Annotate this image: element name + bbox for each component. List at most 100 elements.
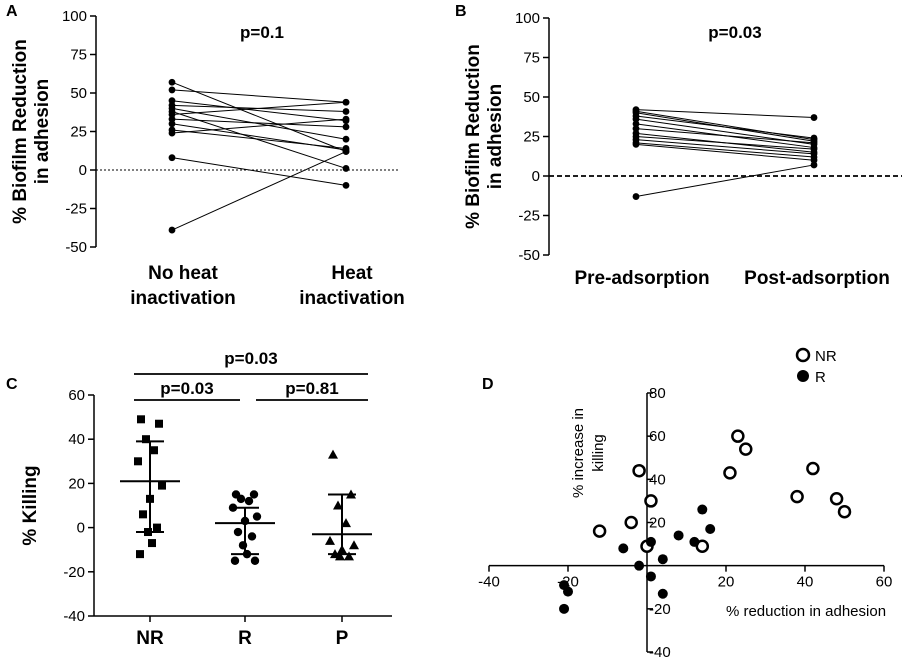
panel-label-b: B: [455, 3, 467, 20]
data-point-r: [657, 554, 668, 565]
data-point-nr: [731, 429, 745, 443]
paired-line: [171, 118, 347, 134]
y-axis-label: in adhesion: [32, 79, 53, 185]
x-category-label: Heat: [331, 263, 373, 284]
y-tick-label: 20: [649, 515, 666, 532]
comparison-p-value: p=0.03: [160, 379, 213, 398]
y-axis-label: % Biofilm Reduction: [463, 44, 484, 229]
p-value-title: p=0.1: [240, 23, 284, 42]
data-point-before: [632, 193, 640, 200]
paired-line: [171, 157, 347, 186]
p-value-title: p=0.03: [708, 23, 761, 42]
y-tick-label: 40: [649, 471, 666, 488]
data-point-after: [342, 108, 350, 115]
y-axis-label: killing: [590, 434, 607, 472]
x-category-label: Post-adsorption: [744, 268, 890, 289]
legend-marker-nr: [795, 347, 811, 363]
data-point-r: [618, 543, 629, 554]
paired-line: [635, 139, 815, 155]
paired-line: [635, 164, 815, 198]
data-point-before: [168, 86, 176, 94]
data-point-square: [150, 446, 158, 455]
y-tick-label: 100: [62, 8, 87, 25]
data-point-square: [136, 550, 144, 559]
data-point-after: [342, 115, 350, 123]
x-tick-label: -40: [478, 574, 500, 591]
data-point-square: [158, 481, 166, 490]
paired-line: [171, 151, 347, 231]
y-tick-label: -25: [518, 208, 540, 225]
data-point-nr: [829, 492, 844, 506]
data-point-circle: [233, 527, 243, 537]
y-tick-label: 75: [70, 47, 87, 64]
data-point-after: [810, 134, 818, 142]
data-point-triangle: [325, 535, 335, 545]
y-tick-label: 50: [70, 85, 87, 102]
paired-line: [171, 118, 347, 128]
data-point-before: [632, 120, 640, 128]
data-point-before: [632, 115, 640, 123]
panel-a-chart: -50 -25 0 25 50 75 100 % Biofilm Reduction in ad…: [10, 8, 405, 309]
data-point-nr: [624, 515, 638, 530]
data-point-triangle: [344, 551, 354, 561]
data-point-after: [810, 145, 818, 153]
data-point-before: [632, 141, 640, 148]
data-point-square: [148, 539, 156, 548]
x-category-label: R: [238, 628, 252, 649]
y-tick-label: 0: [79, 162, 87, 179]
x-axis-label: % reduction in adhesion: [726, 603, 886, 620]
y-tick-label: 20: [68, 475, 85, 492]
data-point-nr: [723, 466, 737, 480]
comparison-p-value: p=0.03: [224, 349, 277, 368]
x-tick-label: 20: [718, 574, 735, 591]
data-point-square: [137, 415, 145, 424]
x-tick-label: 60: [876, 574, 893, 591]
data-point-r: [705, 523, 716, 534]
data-point-r: [634, 560, 645, 571]
data-point-triangle: [335, 551, 345, 561]
data-point-nr: [790, 489, 804, 504]
data-point-square: [153, 523, 161, 532]
paired-line: [635, 128, 815, 144]
y-tick-label: 0: [77, 520, 85, 537]
x-tick-label: 40: [797, 574, 814, 591]
paired-line: [635, 110, 815, 141]
panel-c-chart: -40 -20 0 20 40 60 % Killing NR R Pp=0.03 p=0.81 p=…: [20, 349, 392, 649]
data-point-circle: [249, 490, 259, 499]
data-point-nr: [806, 461, 820, 476]
data-point-r: [673, 530, 684, 541]
data-point-nr: [592, 524, 607, 538]
data-point-before: [168, 129, 176, 137]
data-point-square: [155, 419, 163, 428]
panel-label-a: A: [6, 3, 18, 20]
y-tick-label: 60: [649, 428, 666, 445]
data-point-before: [168, 154, 176, 162]
data-point-after: [342, 135, 350, 143]
data-point-square: [134, 457, 142, 466]
paired-line: [635, 143, 815, 161]
y-tick-label: -20: [649, 601, 671, 618]
y-axis-label: in adhesion: [485, 84, 506, 190]
data-point-circle: [244, 496, 254, 506]
data-point-before: [168, 226, 176, 234]
paired-line: [635, 142, 815, 158]
data-point-nr: [739, 442, 753, 456]
y-tick-label: 60: [68, 387, 85, 404]
y-axis-label: % Killing: [20, 465, 41, 545]
x-category-label: inactivation: [130, 288, 236, 309]
data-point-circle: [250, 556, 260, 565]
legend-label-nr: NR: [815, 348, 837, 365]
data-point-after: [810, 139, 818, 147]
data-point-after: [342, 148, 350, 155]
paired-line: [171, 89, 347, 103]
y-tick-label: 25: [523, 129, 540, 146]
paired-line: [171, 129, 347, 149]
y-tick-label: 75: [523, 50, 540, 67]
paired-line: [171, 101, 347, 116]
paired-line: [171, 111, 347, 169]
paired-line: [635, 136, 815, 150]
y-tick-label: -40: [649, 644, 671, 661]
data-point-circle: [236, 494, 246, 504]
y-tick-label: 0: [532, 168, 540, 185]
data-point-circle: [247, 532, 257, 541]
